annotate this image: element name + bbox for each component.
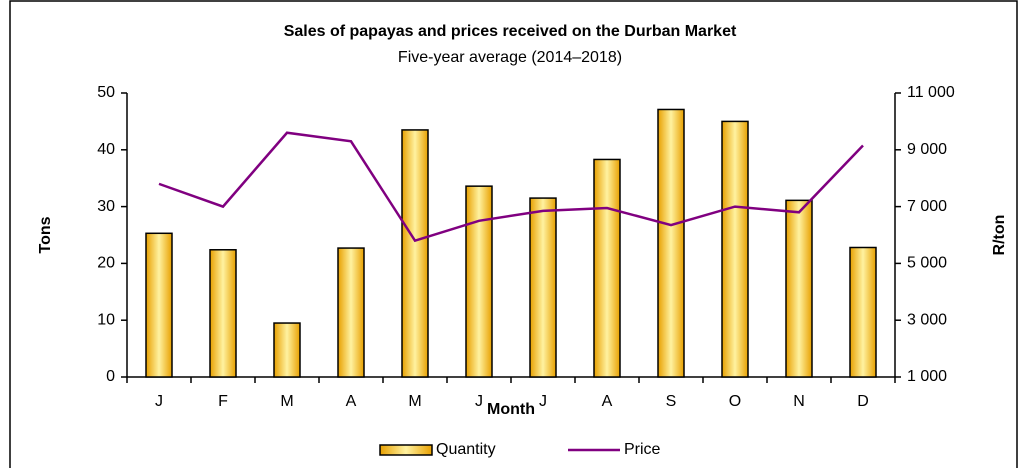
chart-title: Sales of papayas and prices received on …	[284, 23, 737, 40]
x-tick-label: M	[408, 393, 421, 410]
bar	[849, 246, 877, 378]
bar	[145, 232, 173, 378]
x-tick-label: F	[218, 393, 228, 410]
y2-axis-label: R/ton	[991, 215, 1008, 256]
x-tick-label: J	[539, 393, 547, 410]
y2-tick-label: 11 000	[907, 84, 955, 101]
x-tick-label: D	[857, 393, 869, 410]
x-tick-label: A	[346, 393, 357, 410]
bar	[593, 158, 621, 378]
x-tick-label: O	[729, 393, 741, 410]
y2-tick-label: 9 000	[907, 141, 947, 158]
x-tick-label: J	[475, 393, 483, 410]
legend-label: Quantity	[436, 441, 496, 458]
bar	[657, 108, 685, 378]
bar	[273, 322, 301, 378]
legend-swatch	[379, 444, 433, 456]
x-tick-label: S	[666, 393, 677, 410]
bar	[209, 249, 237, 378]
x-tick-label: J	[155, 393, 163, 410]
x-axis-label: Month	[487, 401, 535, 418]
y2-tick-label: 1 000	[907, 368, 947, 385]
price-line	[158, 131, 864, 243]
y-tick-label: 40	[97, 141, 115, 158]
x-tick-label: N	[793, 393, 805, 410]
y2-tick-label: 3 000	[907, 311, 947, 328]
bar	[401, 129, 429, 378]
y2-tick-label: 7 000	[907, 198, 947, 215]
bar	[465, 185, 493, 378]
x-tick-label: M	[280, 393, 293, 410]
y2-tick-label: 5 000	[907, 255, 947, 272]
bar	[721, 120, 749, 378]
y-tick-label: 30	[97, 198, 115, 215]
y-tick-label: 0	[106, 368, 115, 385]
chart-subtitle: Five-year average (2014–2018)	[398, 49, 622, 66]
y-tick-label: 50	[97, 84, 115, 101]
bar	[529, 197, 557, 378]
y-tick-label: 10	[97, 311, 115, 328]
bar	[785, 199, 813, 378]
y-axis-label: Tons	[37, 216, 54, 253]
legend-label: Price	[624, 441, 661, 458]
x-tick-label: A	[602, 393, 613, 410]
bar	[337, 247, 365, 378]
chart-border	[9, 0, 1018, 468]
y-tick-label: 20	[97, 255, 115, 272]
